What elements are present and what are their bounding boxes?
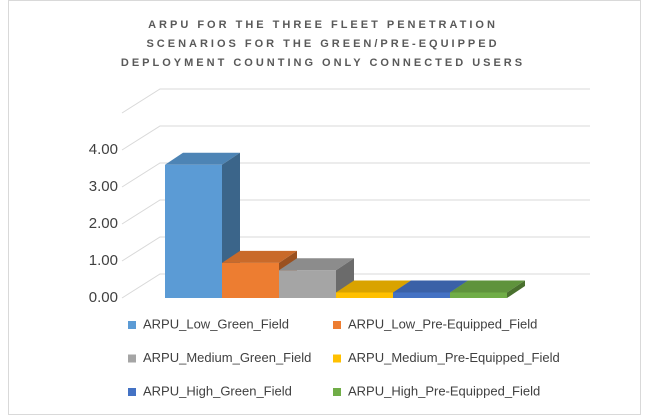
legend-swatch xyxy=(128,321,136,329)
bar-top xyxy=(336,280,411,293)
grid-line xyxy=(121,199,590,225)
legend-label: ARPU_Low_Pre-Equipped_Field xyxy=(348,316,537,331)
bar-front xyxy=(336,292,393,298)
y-tick-label: 2.00 xyxy=(89,215,118,232)
legend-swatch xyxy=(128,354,136,363)
grid-line xyxy=(121,236,590,262)
legend-label: ARPU_Medium_Green_Field xyxy=(143,350,311,365)
legend-swatch xyxy=(333,354,341,363)
bar-side xyxy=(507,280,525,298)
legend-label: ARPU_Low_Green_Field xyxy=(143,316,289,331)
bar-front xyxy=(450,292,507,298)
bar-top xyxy=(393,280,468,293)
legend-swatch xyxy=(333,321,341,329)
y-tick-label: 3.00 xyxy=(89,178,118,195)
bar xyxy=(450,280,525,298)
legend-label: ARPU_Medium_Pre-Equipped_Field xyxy=(348,350,560,365)
bar-front xyxy=(222,262,279,298)
bar-top xyxy=(279,258,354,271)
bar-front xyxy=(279,270,336,298)
chart-border xyxy=(8,0,641,415)
bar-front xyxy=(393,292,450,298)
legend-label: ARPU_High_Pre-Equipped_Field xyxy=(348,383,540,398)
bar-top xyxy=(450,280,525,293)
grid-line xyxy=(121,273,590,299)
plot-top-line xyxy=(121,88,590,114)
legend-swatch xyxy=(333,388,341,396)
bar xyxy=(279,258,354,298)
bar-top xyxy=(222,250,297,263)
y-tick-label: 0.00 xyxy=(89,289,118,306)
bar-front xyxy=(165,164,222,298)
bar-top xyxy=(165,152,240,165)
chart-title: ARPU FOR THE THREE FLEET PENETRATION SCE… xyxy=(120,19,526,69)
grid-line xyxy=(121,125,590,151)
legend-swatch xyxy=(128,388,136,396)
grid-line xyxy=(121,162,590,188)
y-tick-label: 4.00 xyxy=(89,141,118,158)
y-tick-label: 1.00 xyxy=(89,252,118,269)
legend-label: ARPU_High_Green_Field xyxy=(143,383,292,398)
